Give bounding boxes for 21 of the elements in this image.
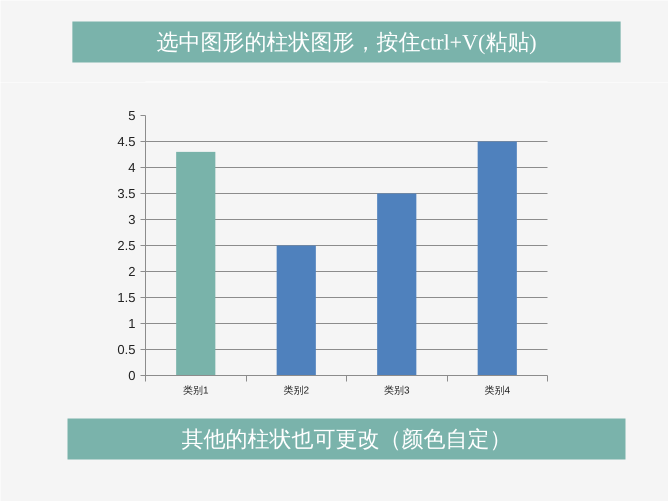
y-tick-label: 4 — [128, 160, 136, 175]
chart-title: 选中图形的柱状图形，按住ctrl+V(粘贴) — [156, 30, 537, 54]
y-tick-label: 3 — [128, 212, 136, 227]
y-tick-label: 1 — [128, 316, 136, 331]
text: 其他的柱状也可更改（颜色自定） — [182, 426, 512, 452]
bar — [176, 152, 216, 376]
y-tick-label: 3.5 — [117, 186, 136, 201]
x-tick-label: 类别2 — [283, 384, 310, 396]
bar — [377, 194, 416, 376]
y-tick-label: 0.5 — [117, 342, 136, 357]
y-tick-label: 0 — [128, 368, 136, 383]
x-tick-label: 类别1 — [182, 384, 209, 396]
y-tick-label: 2 — [128, 264, 136, 279]
bar — [478, 142, 517, 376]
bar — [276, 246, 316, 376]
y-tick-label: 1.5 — [117, 290, 136, 305]
y-tick-label: 5 — [128, 108, 136, 123]
y-tick-label: 2.5 — [117, 238, 136, 253]
y-tick-label: 4.5 — [117, 134, 136, 149]
x-tick-label: 类别4 — [484, 384, 510, 396]
x-tick-label: 类别3 — [384, 384, 410, 396]
